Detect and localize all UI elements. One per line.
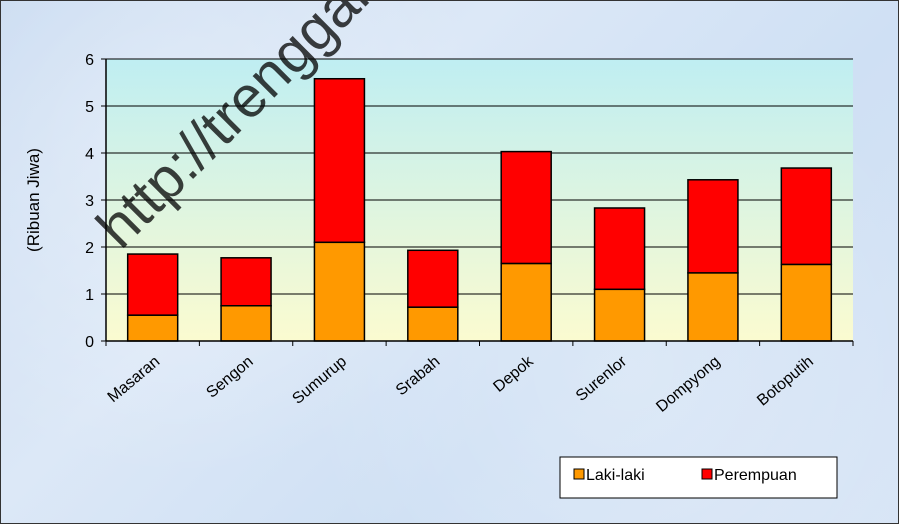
bar-perempuan-masaran bbox=[126, 253, 179, 316]
y-tick-label: 5 bbox=[85, 99, 94, 116]
legend-box bbox=[559, 456, 838, 499]
bar-laki-laki-sengon bbox=[220, 305, 272, 342]
x-tick-label: Depok bbox=[490, 352, 537, 395]
y-axis-label: (Ribuan Jiwa) bbox=[24, 148, 43, 252]
legend: Laki-laki Perempuan bbox=[559, 456, 838, 499]
legend-swatch-perempuan bbox=[701, 468, 713, 480]
y-tick-label: 0 bbox=[85, 334, 94, 351]
bar-perempuan-botoputih bbox=[780, 167, 833, 266]
y-tick-labels: 0 1 2 3 4 5 6 bbox=[85, 52, 94, 351]
bar-laki-laki-sumurup bbox=[313, 241, 366, 342]
y-tick-label: 2 bbox=[85, 240, 94, 257]
x-tick-label: Sumurup bbox=[289, 353, 350, 408]
bar-laki-laki-srabah bbox=[407, 306, 459, 342]
y-tick-label: 6 bbox=[85, 52, 94, 69]
bar-perempuan-depok bbox=[500, 150, 552, 265]
bar-laki-laki-dompyong bbox=[687, 272, 739, 342]
bar-laki-laki-depok bbox=[500, 262, 552, 342]
x-tick-label: Masaran bbox=[105, 353, 164, 406]
bar-perempuan-sengon bbox=[220, 257, 272, 307]
x-tick-label: Dompyong bbox=[653, 353, 723, 416]
x-tick-labels: Masaran Sengon Sumurup Srabah Depok Surenlor D… bbox=[105, 352, 817, 415]
x-tick-label: Sengon bbox=[203, 353, 256, 401]
x-tick-label: Srabah bbox=[393, 353, 443, 399]
x-tick-label: Surenlor bbox=[573, 353, 631, 405]
x-tick-label: Botoputih bbox=[754, 353, 817, 409]
bar-laki-laki-surenlor bbox=[593, 288, 646, 342]
bar-laki-laki-botoputih bbox=[780, 263, 833, 342]
bar-perempuan-srabah bbox=[407, 249, 459, 308]
legend-swatch-laki-laki bbox=[573, 468, 585, 480]
legend-label-laki-laki: Laki-laki bbox=[586, 467, 645, 484]
bar-perempuan-dompyong bbox=[687, 179, 739, 274]
axes bbox=[101, 58, 854, 346]
y-tick-label: 3 bbox=[85, 193, 94, 210]
legend-label-perempuan: Perempuan bbox=[714, 467, 797, 484]
bar-perempuan-surenlor bbox=[593, 207, 646, 291]
y-tick-label: 1 bbox=[85, 287, 94, 304]
y-tick-label: 4 bbox=[85, 146, 94, 163]
bar-perempuan-sumurup bbox=[313, 77, 366, 244]
bar-laki-laki-masaran bbox=[126, 314, 179, 342]
